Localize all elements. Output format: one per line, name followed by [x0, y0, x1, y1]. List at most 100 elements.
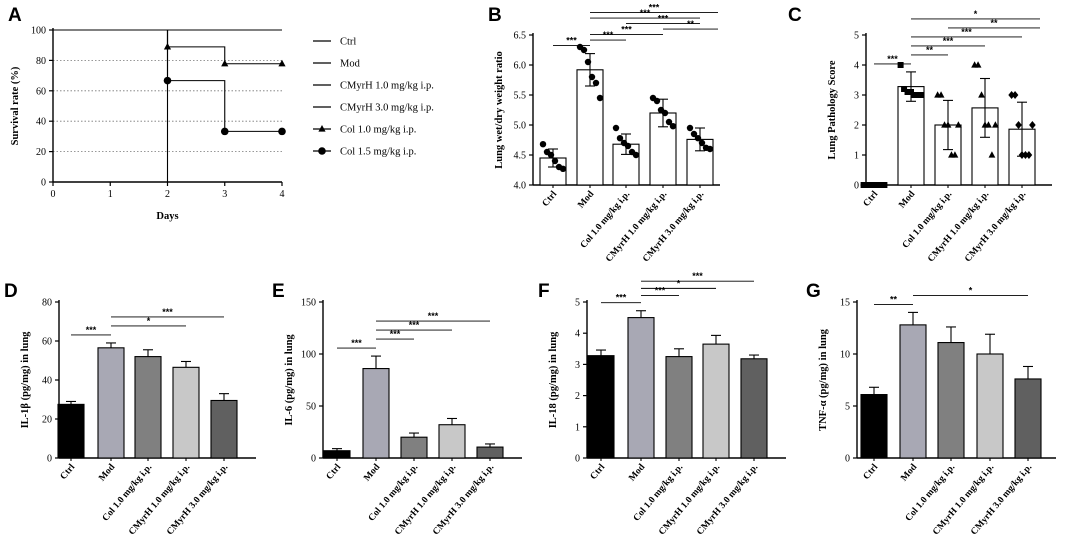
legend-label-a: Ctrl: [340, 37, 356, 48]
data-point-c: [1029, 121, 1036, 129]
bar-f: [702, 343, 730, 459]
series-line-a: [53, 29, 169, 182]
significance-label-b: ***: [603, 30, 614, 40]
category-label-g: Mod: [899, 462, 919, 484]
bar-f: [627, 317, 655, 459]
y-tick-label-b: 4.5: [514, 151, 527, 162]
data-point-c: [904, 89, 911, 95]
significance-label-b: ***: [566, 36, 577, 46]
panel-label-d: D: [4, 281, 18, 302]
data-point-c: [901, 86, 908, 92]
panel-label-g: G: [806, 281, 821, 302]
data-point-b: [539, 141, 547, 148]
y-tick-label-d: 40: [42, 376, 52, 387]
y-tick-label-c: 1: [854, 151, 859, 162]
y-tick-label-f: 2: [575, 391, 580, 402]
significance-label-e: ***: [390, 329, 401, 339]
panel-label-e: E: [272, 281, 285, 302]
series-line-a: [166, 30, 282, 65]
bar-e: [476, 446, 504, 459]
y-tick-label-c: 2: [854, 121, 859, 132]
data-point-c: [1025, 151, 1033, 159]
data-point-b: [653, 97, 661, 105]
y-tick-label-a: 80: [36, 56, 46, 67]
bar-e: [438, 424, 466, 459]
significance-label-e: ***: [428, 311, 439, 321]
bar-g: [976, 353, 1004, 459]
bar-c: [897, 86, 925, 186]
y-axis-label-a: Survival rate (%): [10, 66, 21, 145]
data-point-c: [1018, 151, 1026, 159]
significance-label-f: ***: [616, 293, 627, 303]
panel-label-b: B: [488, 5, 502, 26]
data-point-b: [596, 94, 604, 102]
y-tick-label-b: 4.0: [514, 181, 527, 192]
category-label-e: Mod: [362, 462, 382, 484]
significance-label-f: ***: [655, 286, 666, 296]
y-tick-label-b: 6.5: [514, 31, 527, 42]
data-point-b: [661, 109, 669, 117]
data-point-c: [918, 92, 925, 98]
data-point-b: [694, 135, 702, 142]
y-tick-label-e: 150: [301, 298, 316, 309]
y-tick-label-g: 5: [845, 402, 850, 413]
y-axis-label-e: IL-6 (pg/mg) in lung: [284, 334, 295, 426]
data-point-c: [985, 121, 992, 128]
y-tick-label-e: 100: [301, 350, 316, 361]
data-point-c: [914, 92, 921, 98]
panel-a: A 0 20 40 60 80 100 0 1 2 3 4 Days Survival rate (%) C…: [8, 5, 434, 222]
data-point-c: [937, 91, 945, 98]
y-axis-label-c: Lung Pathology Score: [827, 60, 838, 159]
data-point-c: [867, 182, 874, 188]
y-tick-label-d: 80: [42, 298, 52, 309]
data-point-c: [992, 121, 999, 128]
y-tick-label-b: 5.5: [514, 91, 527, 102]
significance-label-g: *: [969, 285, 973, 295]
data-point-c: [908, 89, 914, 95]
panel-b: B 4.0 4.5 5.0 5.5 6.0 6.5 Lung wet/dry weight r…: [488, 3, 720, 264]
bar-g: [1014, 378, 1042, 459]
legend-label-a: Col 1.5 mg/kg i.p.: [340, 147, 416, 158]
significance-label-d: ***: [86, 325, 97, 335]
y-tick-label-d: 0: [47, 454, 52, 465]
data-point-c: [988, 151, 996, 158]
x-axis-label-a: Days: [156, 211, 178, 222]
y-tick-label-g: 15: [840, 298, 850, 309]
series-point-a: [220, 127, 229, 136]
data-point-b: [669, 123, 677, 130]
bar-g: [860, 394, 888, 459]
y-tick-label-a: 20: [36, 147, 46, 158]
y-tick-label-f: 0: [575, 454, 580, 465]
significance-label-c: ***: [887, 54, 898, 64]
legend-label-a: Col 1.0 mg/kg i.p.: [340, 125, 416, 136]
data-point-b: [584, 58, 592, 66]
significance-label-e: ***: [409, 320, 420, 330]
data-point-b: [612, 124, 620, 132]
significance-label-b: ***: [658, 14, 669, 24]
data-point-b: [698, 139, 706, 147]
y-axis-label-b: Lung wet/dry weight ratio: [494, 51, 505, 169]
legend-marker-a: [318, 147, 326, 155]
y-tick-label-c: 3: [854, 91, 859, 102]
panel-label-a: A: [8, 5, 22, 26]
y-tick-label-f: 3: [575, 360, 580, 371]
significance-label-b: ***: [621, 25, 632, 35]
y-tick-label-a: 0: [41, 178, 46, 189]
x-tick-label-a: 4: [280, 189, 285, 200]
bar-f: [665, 356, 693, 459]
significance-label-d: ***: [162, 307, 173, 317]
data-point-c: [978, 91, 985, 98]
panel-label-f: F: [538, 281, 550, 302]
data-point-c: [944, 121, 952, 128]
data-point-c: [974, 61, 982, 68]
legend-marker-a: [318, 125, 326, 132]
series-point-a: [278, 127, 286, 136]
series-point-a: [221, 59, 229, 67]
panel-label-c: C: [788, 5, 802, 26]
significance-label-c: ***: [943, 36, 954, 46]
data-point-b: [665, 118, 673, 126]
